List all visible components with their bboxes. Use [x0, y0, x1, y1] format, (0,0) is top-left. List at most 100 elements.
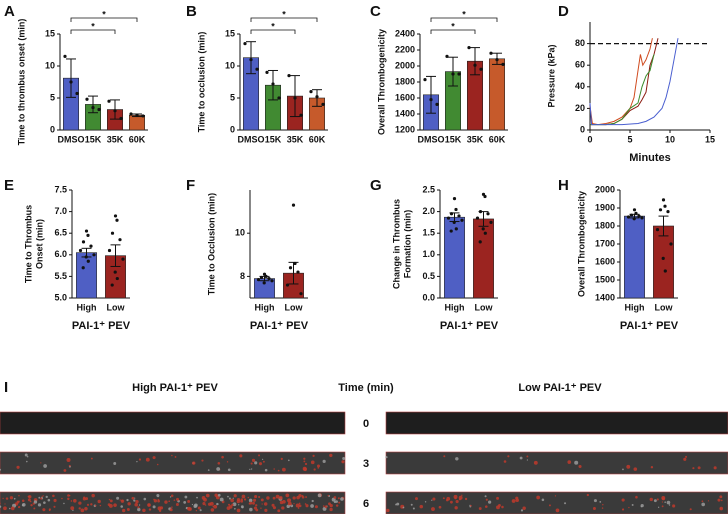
time-label: 6 [363, 498, 369, 510]
thrombus-speck [0, 502, 1, 505]
thrombus-speck [396, 502, 400, 506]
thrombus-speck [254, 461, 258, 465]
x-tick-label: High [255, 302, 275, 312]
data-point [271, 82, 275, 86]
thrombus-speck [241, 494, 246, 499]
thrombus-speck [108, 503, 113, 508]
y-tick-label: 2000 [595, 184, 615, 194]
thrombus-speck [626, 464, 631, 469]
thrombus-speck [195, 509, 198, 512]
thrombus-speck [635, 495, 638, 499]
micrograph [385, 411, 728, 435]
thrombus-speck [261, 458, 264, 461]
data-point [285, 283, 290, 287]
thrombus-speck [113, 462, 117, 465]
thrombus-speck [640, 505, 643, 508]
y-axis-label: Formation (min) [402, 210, 412, 279]
thrombus-speck [281, 506, 285, 510]
data-point [629, 213, 634, 217]
thrombus-speck [236, 497, 241, 502]
thrombus-speck [227, 503, 231, 506]
thrombus-speck [503, 460, 507, 463]
thrombus-speck [335, 504, 339, 507]
data-point [661, 256, 665, 260]
y-tick-label: 1800 [595, 220, 615, 230]
data-point [121, 257, 125, 261]
data-point [270, 279, 274, 283]
thrombus-speck [316, 464, 320, 468]
data-point [107, 248, 112, 253]
data-point [501, 62, 505, 66]
thrombus-speck [243, 498, 247, 501]
thrombus-speck [91, 493, 95, 498]
thrombus-speck [227, 495, 229, 498]
data-point [429, 98, 433, 102]
thrombus-speck [443, 455, 446, 458]
bar [488, 58, 505, 131]
x-axis-label: Minutes [629, 152, 671, 164]
thrombus-speck [701, 500, 704, 503]
x-axis-label: PAI-1⁺ PEV [620, 320, 679, 332]
y-axis-label: Time to Occlusion (min) [206, 193, 216, 295]
thrombus-speck [126, 498, 129, 502]
thrombus-speck [26, 456, 29, 458]
thrombus-speck [67, 497, 70, 501]
thrombus-speck [272, 506, 277, 510]
thrombus-speck [287, 498, 292, 503]
thrombus-speck [661, 501, 664, 503]
thrombus-speck [628, 506, 630, 509]
data-point [92, 253, 96, 257]
thrombus-speck [574, 460, 579, 465]
data-point [243, 42, 247, 46]
thrombus-speck [438, 505, 442, 509]
panel-label: F [186, 177, 195, 194]
thrombus-speck [719, 495, 723, 499]
thrombus-speck [432, 497, 436, 501]
thrombus-speck [713, 466, 717, 470]
thrombus-speck [9, 507, 11, 510]
significance-label: * [462, 9, 466, 19]
thrombus-speck [0, 468, 2, 471]
y-axis-label: Overall Thrombogenicity [576, 191, 586, 297]
thrombus-speck [593, 499, 597, 503]
thrombus-speck [230, 498, 234, 503]
thrombus-speck [533, 460, 538, 465]
thrombus-speck [84, 506, 88, 511]
y-tick-label: 40 [575, 81, 585, 91]
thrombus-speck [157, 495, 159, 498]
y-tick-label: 10 [235, 228, 245, 238]
data-point [479, 67, 483, 71]
thrombus-speck [134, 503, 138, 507]
thrombus-speck [511, 499, 516, 503]
thrombus-speck [520, 509, 524, 512]
thrombus-speck [253, 506, 258, 510]
thrombus-speck [526, 459, 528, 461]
data-point [78, 248, 83, 253]
thrombus-speck [707, 500, 710, 502]
thrombus-speck [297, 507, 300, 509]
y-tick-label: 1900 [595, 202, 615, 212]
thrombus-speck [498, 503, 501, 507]
bar [473, 218, 494, 299]
data-point [478, 240, 482, 244]
data-point [288, 266, 293, 270]
thrombus-speck [424, 501, 427, 503]
data-point [663, 269, 667, 273]
thrombus-speck [40, 497, 43, 500]
thrombus-speck [228, 497, 231, 500]
thrombus-speck [276, 497, 278, 499]
significance-bracket [70, 29, 116, 34]
thrombus-speck [649, 497, 653, 502]
data-point [119, 116, 123, 121]
center-title: Time (min) [338, 382, 394, 394]
y-tick-label: 0.5 [422, 271, 435, 281]
thrombus-speck [312, 454, 315, 457]
y-tick-label: 10 [225, 60, 235, 70]
x-axis-label: PAI-1⁺ PEV [440, 320, 499, 332]
panel-label: G [370, 177, 382, 194]
data-point [666, 210, 670, 214]
thrombus-speck [522, 506, 526, 510]
x-tick-label: 15K [85, 134, 102, 144]
thrombus-speck [156, 463, 159, 466]
thrombus-speck [187, 506, 191, 511]
